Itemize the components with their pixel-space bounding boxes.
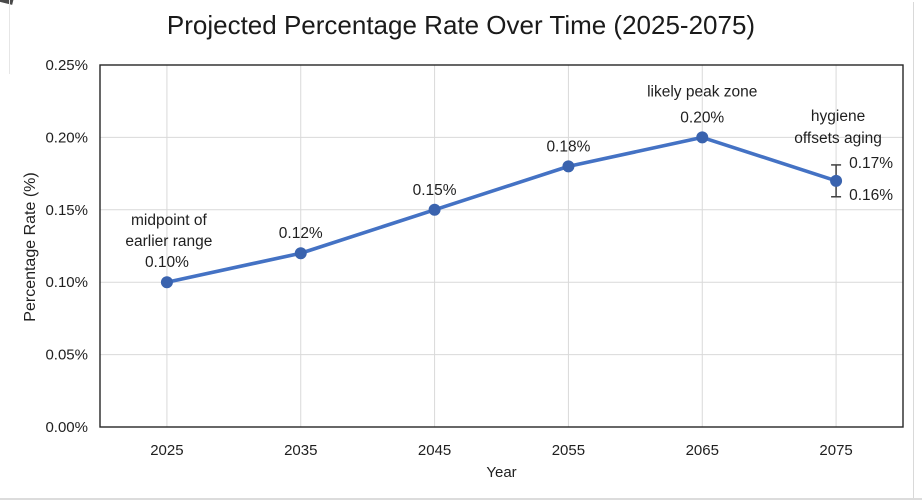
data-label: 0.20% (680, 109, 724, 126)
photo-edge-left (9, 0, 10, 74)
y-tick-label: 0.20% (45, 129, 88, 146)
y-tick-label: 0.05% (45, 347, 88, 364)
plot-border (99, 64, 904, 428)
x-tick-label: 2025 (150, 442, 183, 459)
data-point-marker (830, 174, 843, 187)
x-tick-label: 2075 (819, 442, 852, 459)
photo-edge-bottom (0, 498, 922, 500)
data-point-marker (696, 131, 709, 144)
x-tick-label: 2065 (686, 442, 719, 459)
data-label: 0.15% (413, 182, 457, 199)
y-tick-label: 0.25% (45, 57, 88, 74)
series-line (165, 135, 838, 285)
error-bar-lower-label: 0.16% (849, 187, 893, 204)
x-tick-label: 2035 (284, 442, 317, 459)
annotation-line: offsets aging (794, 130, 882, 147)
error-bar-upper-label: 0.17% (849, 155, 893, 172)
y-tick-label: 0.10% (45, 274, 88, 291)
data-label: 0.18% (546, 138, 590, 155)
y-tick-label: 0.15% (45, 202, 88, 219)
chart-title: Projected Percentage Rate Over Time (202… (166, 10, 756, 40)
x-tick-label: 2055 (552, 442, 585, 459)
data-point-marker (428, 203, 441, 216)
annotation-line: hygiene (811, 108, 865, 125)
data-point-marker (160, 276, 173, 289)
data-point-marker (294, 247, 307, 260)
x-tick-label: 2045 (418, 442, 451, 459)
data-label: 0.10% (145, 254, 189, 271)
data-label: 0.12% (279, 225, 323, 242)
data-point-marker (562, 160, 575, 173)
photo-edge-right (913, 2, 914, 498)
y-tick-label: 0.00% (45, 419, 88, 436)
annotation-line: earlier range (125, 233, 212, 250)
x-axis-title: Year (486, 464, 517, 481)
annotation-line: likely peak zone (647, 83, 757, 100)
annotation-line: midpoint of (131, 212, 208, 229)
